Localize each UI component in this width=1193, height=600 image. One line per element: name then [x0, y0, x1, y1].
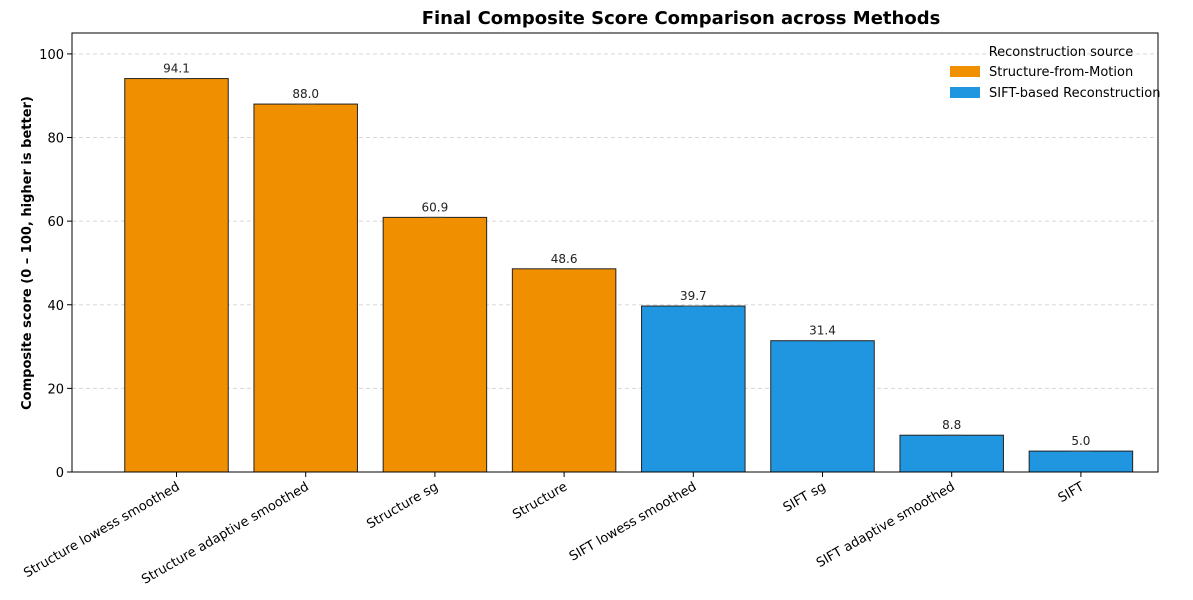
- chart-title: Final Composite Score Comparison across …: [422, 8, 941, 29]
- bar: [253, 103, 358, 473]
- x-tick-label: SIFT lowess smoothed: [567, 479, 699, 564]
- data-label: 8.8: [942, 418, 961, 432]
- legend-swatch: [950, 66, 980, 77]
- bar: [511, 268, 617, 473]
- legend: Reconstruction source Structure-from-Mot…: [950, 45, 1160, 101]
- y-tick-label: 40: [47, 299, 64, 314]
- data-label: 31.4: [809, 324, 836, 338]
- bar: [899, 434, 1004, 473]
- x-tick-label: Structure sg: [364, 479, 440, 532]
- legend-title: Reconstruction source: [989, 45, 1134, 60]
- bar: [124, 78, 229, 473]
- data-label: 94.1: [163, 62, 190, 76]
- legend-swatch: [950, 87, 980, 98]
- x-tick-label: SIFT adaptive smoothed: [814, 479, 958, 571]
- plot-frame: [71, 32, 1159, 473]
- y-axis-label: Composite score (0 – 100, higher is bett…: [20, 96, 35, 410]
- legend-label: SIFT-based Reconstruction: [989, 86, 1160, 101]
- y-tick-label: 0: [56, 466, 64, 481]
- x-tick-label: SIFT: [1056, 479, 1087, 506]
- bar: [641, 305, 746, 473]
- data-label: 5.0: [1071, 434, 1090, 448]
- data-label: 39.7: [680, 289, 707, 303]
- y-axis-ticks: 0 20 40 60 80 100: [39, 48, 72, 481]
- data-label: 88.0: [292, 87, 319, 101]
- y-tick-label: 60: [47, 215, 64, 230]
- data-label: 48.6: [551, 252, 578, 266]
- y-tick-label: 100: [39, 48, 64, 63]
- bars: [124, 78, 1134, 473]
- bar: [382, 216, 488, 473]
- y-tick-label: 20: [47, 382, 64, 397]
- bar: [1028, 450, 1134, 473]
- legend-label: Structure-from-Motion: [989, 65, 1133, 80]
- bar: [770, 340, 875, 473]
- x-tick-label: Structure: [510, 479, 570, 522]
- data-labels: 94.1 88.0 60.9 48.6 39.7 31.4 8.8 5.0: [163, 62, 1090, 449]
- y-tick-label: 80: [47, 132, 64, 147]
- data-label: 60.9: [422, 200, 449, 214]
- x-tick-label: SIFT sg: [781, 479, 829, 515]
